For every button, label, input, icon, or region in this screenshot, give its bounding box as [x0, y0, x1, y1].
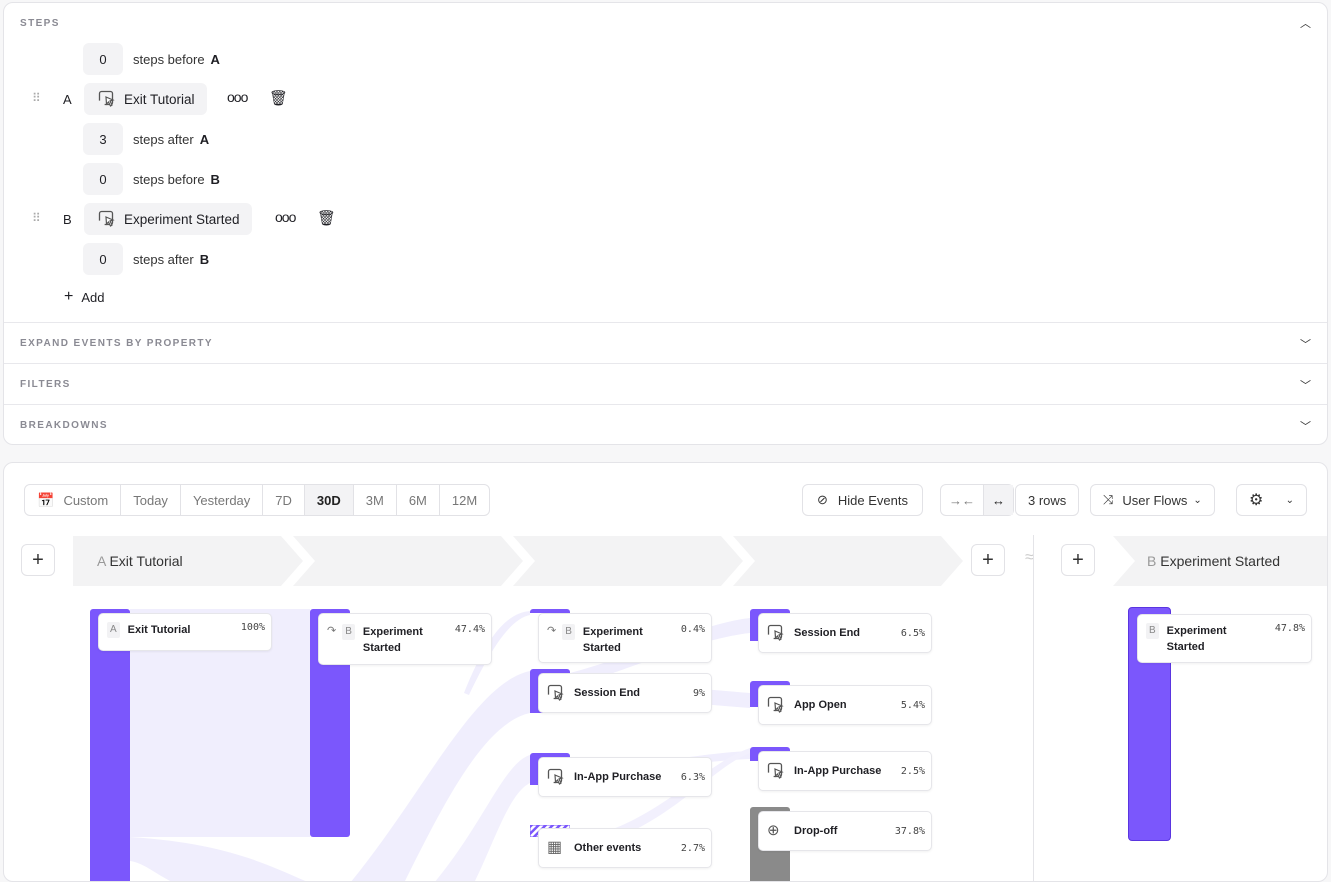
click-event-icon [547, 768, 565, 786]
date-yesterday[interactable]: Yesterday [181, 485, 264, 515]
section-expand-events[interactable]: EXPAND EVENTS BY PROPERTY [20, 338, 213, 349]
event-a-selector[interactable]: Exit Tutorial [84, 83, 207, 115]
calendar-icon: 📅 [37, 491, 55, 508]
step-header-4 [733, 536, 963, 586]
click-event-icon [547, 684, 565, 702]
steps-section-title: STEPS [20, 18, 60, 29]
chevron-down-icon[interactable]: ﹀ [1300, 380, 1311, 392]
add-step-before-button[interactable]: + [21, 544, 55, 576]
node-experiment-started[interactable]: ↷ B Experiment Started 47.4% [318, 613, 492, 665]
node-app-open[interactable]: App Open 5.4% [758, 685, 932, 725]
results-panel: 📅 Custom Today Yesterday 7D 30D 3M 6M 12M… [3, 462, 1328, 882]
date-today[interactable]: Today [121, 485, 181, 515]
date-3m[interactable]: 3M [354, 485, 397, 515]
plus-icon: + [64, 288, 74, 305]
step-header-2 [293, 536, 523, 586]
node-session-end[interactable]: Session End 9% [538, 673, 712, 713]
trash-icon[interactable]: 🗑 [317, 210, 337, 227]
view-selector[interactable]: ⤨ User Flows ⌄ [1090, 484, 1215, 516]
gap-icon: ≈ [1025, 549, 1034, 566]
node-in-app-purchase-3[interactable]: In-App Purchase 2.5% [758, 751, 932, 791]
step-letter-b: B [63, 212, 72, 227]
step-letter-a: A [63, 92, 72, 107]
date-12m[interactable]: 12M [451, 492, 478, 508]
step-header-b-shape [1113, 536, 1327, 586]
divider [4, 322, 1327, 323]
steps-before-a-label: steps before A [133, 52, 220, 67]
click-event-icon [98, 90, 116, 108]
steps-after-b-input[interactable]: 0 [83, 243, 123, 275]
add-step-button[interactable]: + Add [64, 288, 105, 306]
flow-bar-exit-tutorial[interactable] [90, 609, 130, 881]
event-a-name: Exit Tutorial [124, 91, 195, 107]
node-session-end-3[interactable]: Session End 6.5% [758, 613, 932, 653]
node-experiment-started-2[interactable]: ↷ B Experiment Started 0.4% [538, 613, 712, 663]
redo-icon: ↷ [327, 625, 337, 637]
grid-icon: ▦ [547, 839, 563, 856]
expand-toggle: →← ↔ [940, 484, 1014, 516]
step-header-b: B Experiment Started [1147, 553, 1281, 569]
chevron-down-icon: ⌄ [1193, 494, 1202, 506]
more-options-icon[interactable]: ooo [227, 89, 248, 105]
section-breakdowns[interactable]: BREAKDOWNS [20, 420, 108, 431]
chevron-down-icon: ⌄ [1285, 494, 1294, 506]
collapse-steps-icon[interactable]: ︿ [1300, 18, 1311, 30]
drag-handle-icon[interactable]: ⠿ [32, 91, 41, 105]
chevron-down-icon[interactable]: ﹀ [1300, 421, 1311, 433]
steps-after-b-label: steps after B [133, 252, 210, 267]
divider [4, 363, 1327, 364]
click-event-icon [767, 624, 785, 642]
steps-before-a-input[interactable]: 0 [83, 43, 123, 75]
settings-button[interactable]: ⚙ ⌄ [1236, 484, 1307, 516]
trash-icon[interactable]: 🗑 [269, 90, 289, 107]
gear-icon: ⚙ [1249, 492, 1264, 509]
drag-handle-icon[interactable]: ⠿ [32, 211, 41, 225]
date-range-picker: 📅 Custom Today Yesterday 7D 30D 3M 6M 12M [24, 484, 491, 516]
rows-selector[interactable]: 3 rows [1015, 484, 1080, 516]
click-event-icon [98, 210, 116, 228]
click-event-icon [767, 762, 785, 780]
eye-off-icon: ⊘ [817, 492, 828, 507]
divider [4, 404, 1327, 405]
flows-icon: ⤨ [1103, 492, 1114, 507]
section-filters[interactable]: FILTERS [20, 379, 71, 390]
more-options-icon[interactable]: ooo [275, 209, 296, 225]
date-6m[interactable]: 6M [397, 485, 440, 515]
steps-after-a-input[interactable]: 3 [83, 123, 123, 155]
date-30d[interactable]: 30D [304, 485, 354, 515]
date-7d[interactable]: 7D [263, 485, 305, 515]
expand-icon[interactable]: ↔ [984, 485, 1013, 515]
add-step-button[interactable]: + [1061, 544, 1095, 576]
add-step-button[interactable]: + [971, 544, 1005, 576]
node-experiment-started-b[interactable]: B Experiment Started 47.8% [1137, 614, 1312, 663]
event-b-name: Experiment Started [124, 211, 240, 227]
step-header-1 [73, 536, 303, 586]
date-custom[interactable]: 📅 Custom [25, 485, 122, 515]
click-event-icon [767, 696, 785, 714]
chevron-down-icon[interactable]: ﹀ [1300, 339, 1311, 351]
step-headers [73, 536, 963, 586]
node-other-events[interactable]: ▦ Other events 2.7% [538, 828, 712, 868]
collapse-icon[interactable]: →← [941, 485, 984, 515]
event-b-selector[interactable]: Experiment Started [84, 203, 252, 235]
step-header-a: A Exit Tutorial [97, 553, 183, 569]
divider [1033, 535, 1034, 881]
node-in-app-purchase[interactable]: In-App Purchase 6.3% [538, 757, 712, 797]
flow-bar-experiment-started-2[interactable] [530, 609, 570, 613]
query-panel: STEPS ︿ 0 steps before A ⠿ A Exit Tutoria… [3, 2, 1328, 445]
hide-events-button[interactable]: ⊘ Hide Events [802, 484, 923, 516]
node-drop-off[interactable]: ⊕ Drop-off 37.8% [758, 811, 932, 851]
steps-before-b-input[interactable]: 0 [83, 163, 123, 195]
step-header-3 [513, 536, 743, 586]
redo-icon: ↷ [547, 625, 557, 637]
arrow-down-circle-icon: ⊕ [767, 822, 780, 839]
steps-after-a-label: steps after A [133, 132, 210, 147]
node-exit-tutorial[interactable]: A Exit Tutorial 100% [98, 613, 272, 651]
steps-before-b-label: steps before B [133, 172, 220, 187]
